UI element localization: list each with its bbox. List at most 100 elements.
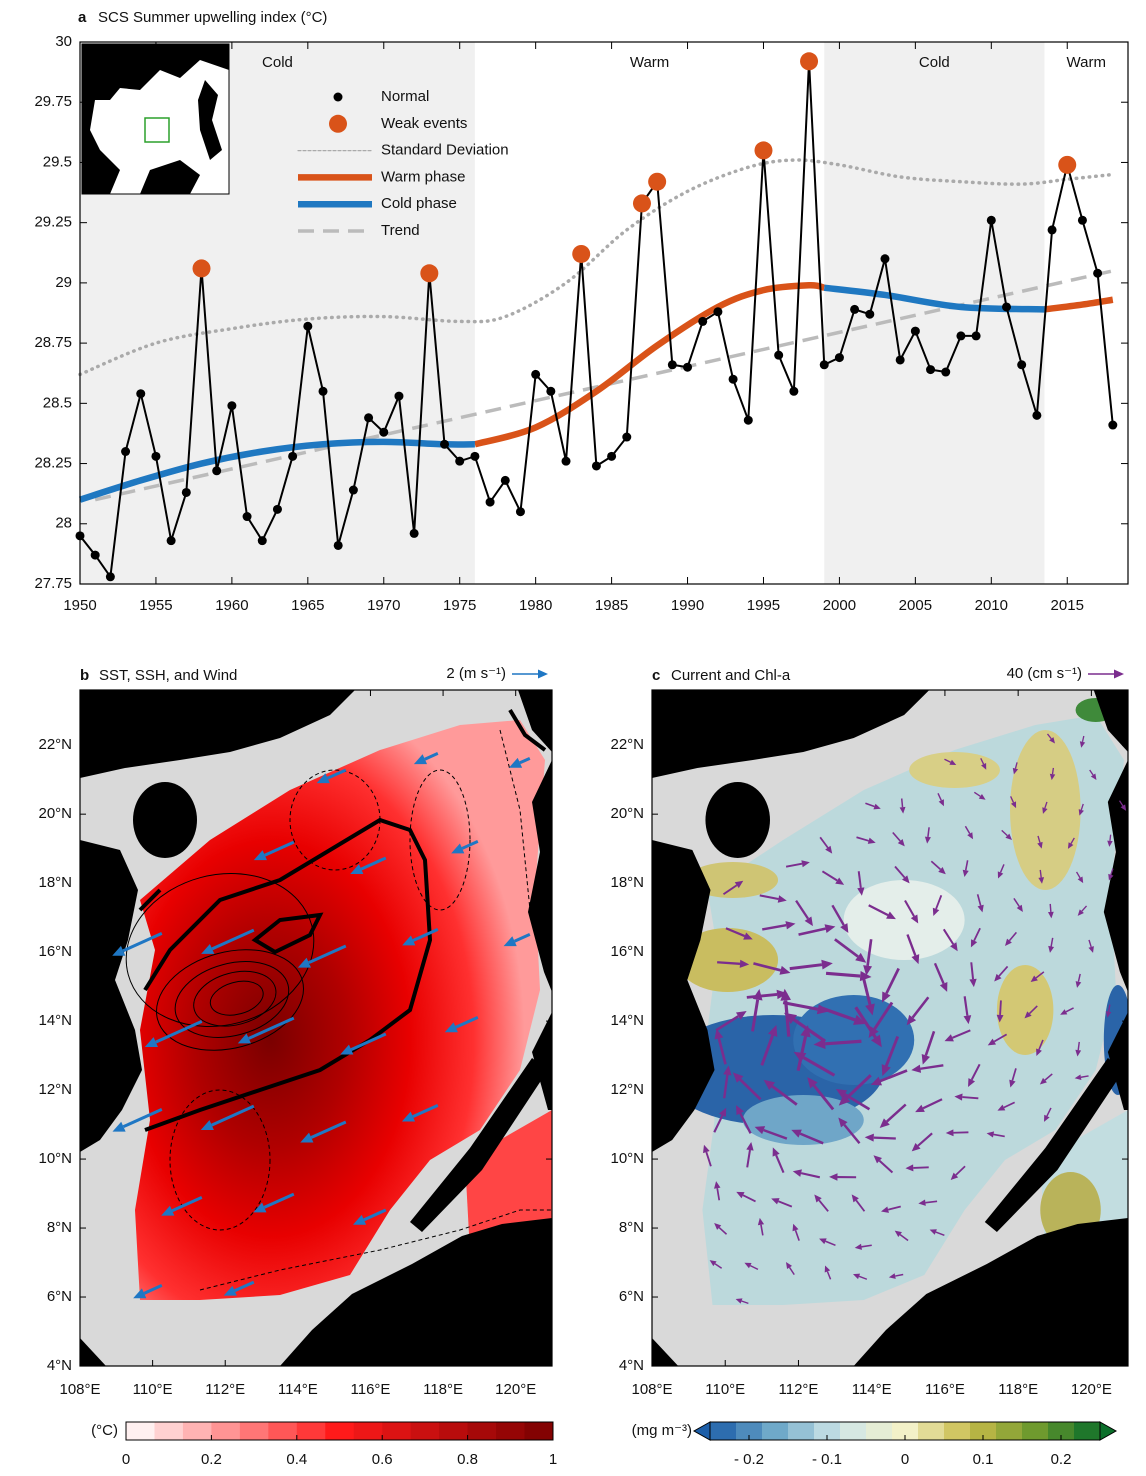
vector-shaft: [705, 1151, 712, 1167]
legend-symbol: [329, 114, 347, 133]
vector-shaft: [717, 961, 741, 965]
vector-shaft: [798, 927, 826, 936]
y-tick-label: 28.5: [43, 394, 72, 411]
x-tick-label: 118°E: [998, 1381, 1038, 1398]
vector-shaft: [775, 1154, 785, 1174]
vector-head: [840, 923, 849, 934]
vector-shaft: [892, 831, 901, 842]
vector-head: [714, 1028, 724, 1040]
vector-shaft: [1065, 1007, 1074, 1013]
contour-zero: [143, 817, 433, 1132]
vector-head: [1108, 873, 1114, 881]
event-marker: [632, 194, 651, 213]
vector-shaft: [1080, 1075, 1089, 1078]
vector-shaft: [1118, 800, 1124, 807]
vector-head: [1030, 975, 1038, 983]
y-tick-label: 16°N: [610, 943, 644, 960]
vector-shaft: [825, 971, 861, 978]
y-tick-label: 28.75: [34, 334, 72, 351]
series-line: [474, 282, 1114, 448]
y-tick-label: 20°N: [38, 805, 72, 822]
contour: [193, 970, 277, 1027]
point-marker: [713, 307, 723, 317]
colorbar-label: (°C): [91, 1422, 118, 1439]
vector-head: [929, 1229, 937, 1235]
phase-label: Cold: [262, 54, 293, 71]
x-tick-label: 2000: [823, 597, 856, 614]
event-marker: [754, 141, 773, 160]
vector-shaft: [741, 1300, 749, 1305]
point-marker: [1093, 268, 1103, 278]
point-marker: [834, 353, 844, 363]
vector-head: [752, 988, 763, 1001]
vector-head: [709, 1260, 717, 1267]
vector-head: [200, 1120, 214, 1131]
vector-shaft: [211, 1104, 255, 1127]
vector-shaft: [930, 860, 942, 871]
legend-label: Warm phase: [381, 168, 465, 185]
vector-shaft: [885, 967, 900, 995]
vector-head: [838, 1094, 851, 1106]
vector-head: [777, 895, 787, 903]
vector-shaft: [819, 836, 829, 849]
vector-shaft: [1039, 869, 1042, 878]
colorbar-step: [524, 1422, 554, 1440]
colorbar-tick-label: - 0.1: [812, 1451, 842, 1468]
vector-head: [1009, 1079, 1016, 1088]
colorbar-tick-label: 1: [549, 1451, 557, 1468]
vector-shaft: [461, 839, 479, 850]
chart-title: SCS Summer upwelling index (°C): [98, 9, 327, 26]
point-marker: [728, 374, 738, 384]
vector-shaft: [263, 1192, 295, 1209]
vector-head: [997, 1104, 1006, 1111]
contour-zero: [508, 708, 547, 752]
vector-shaft: [865, 802, 875, 808]
vector-shaft: [1107, 1004, 1111, 1012]
inset-land: [140, 160, 200, 194]
vector-shaft: [725, 927, 746, 938]
point-marker: [227, 401, 237, 411]
inset-land: [150, 44, 205, 62]
vector-shaft: [784, 1000, 791, 1037]
vector-head: [865, 1003, 875, 1016]
vector-shaft: [716, 1188, 721, 1201]
vector-head: [838, 1117, 848, 1128]
point-marker: [257, 536, 267, 546]
vector-shaft: [155, 1020, 203, 1044]
colorbar-step: [1048, 1422, 1075, 1440]
vector-head: [825, 845, 833, 854]
vector-shaft: [760, 1224, 764, 1236]
vector-shaft: [264, 840, 295, 857]
vector-shaft: [927, 827, 930, 838]
point-marker: [515, 507, 525, 517]
vector-shaft: [866, 939, 873, 966]
vector-shaft: [1037, 835, 1041, 843]
vector-head: [1090, 773, 1097, 781]
vector-head: [997, 871, 1004, 879]
vector-shaft: [857, 871, 862, 888]
vector-head: [894, 1230, 902, 1238]
vector-head: [444, 1022, 458, 1033]
vector-shaft: [800, 1172, 821, 1179]
vector-shaft: [906, 934, 917, 956]
vector-head: [994, 973, 1002, 982]
vector-shaft: [860, 972, 872, 1006]
vector-head: [938, 799, 944, 807]
vector-head: [868, 1026, 879, 1038]
point-marker: [105, 572, 115, 582]
vector-shaft: [925, 1200, 938, 1204]
vector-head: [888, 1273, 896, 1279]
x-tick-label: 110°E: [705, 1381, 745, 1398]
vector-head: [734, 880, 744, 889]
colorbar-step: [944, 1422, 971, 1440]
map-c: [652, 690, 1129, 1366]
vector-shaft: [858, 1275, 868, 1280]
vector-head: [1075, 1049, 1082, 1057]
x-tick-label: 2015: [1051, 597, 1084, 614]
vector-shaft: [1038, 1039, 1044, 1050]
vector-shaft: [742, 1194, 756, 1203]
vector-shaft: [122, 1108, 163, 1129]
vector-head: [962, 869, 969, 877]
x-tick-label: 116°E: [925, 1381, 965, 1398]
vector-head: [950, 942, 958, 952]
